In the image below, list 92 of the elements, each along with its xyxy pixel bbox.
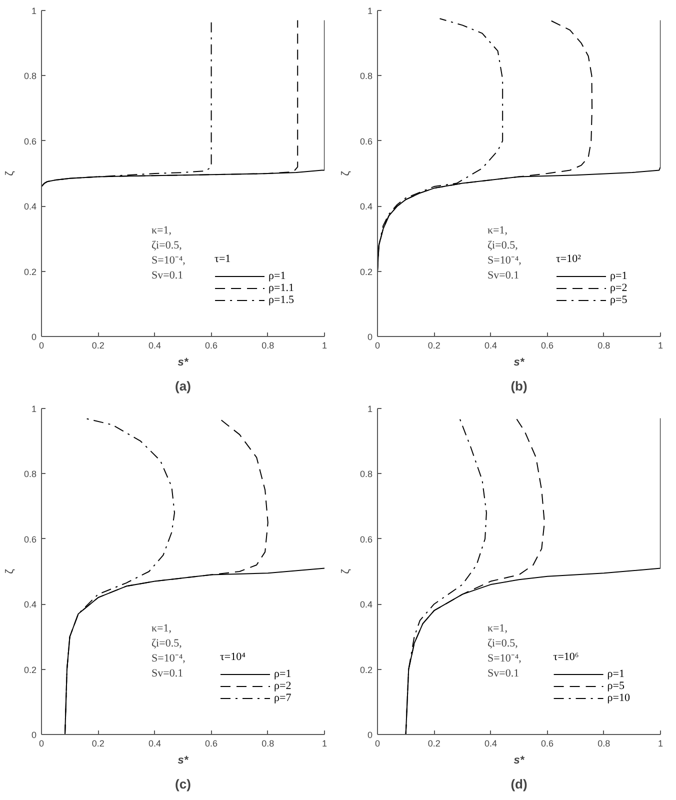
x-tick-label: 0.4 [484, 340, 497, 350]
legend-label: ρ=5 [610, 294, 628, 306]
annotation: Sv=0.1 [152, 668, 184, 680]
y-tick-label: 0 [31, 730, 37, 740]
y-tick-label: 1 [367, 404, 373, 414]
legend-label: ρ=10 [607, 692, 630, 704]
x-axis-title: s* [514, 754, 525, 766]
y-tick-label: 0.2 [24, 664, 37, 675]
annotation: Sv=0.1 [488, 270, 520, 282]
y-tick-label: 0.6 [360, 534, 373, 544]
legend-title: τ=10² [556, 253, 582, 265]
x-tick-label: 0.2 [428, 738, 440, 748]
legend-label: ρ=7 [274, 692, 292, 704]
x-tick-label: 0.8 [262, 340, 274, 350]
text: (d) [510, 776, 528, 792]
y-tick-label: 0 [367, 332, 373, 342]
annotation: S=10⁻⁴, [152, 254, 186, 266]
y-tick-label: 1 [31, 404, 37, 414]
x-tick-label: 0.6 [541, 738, 554, 748]
text: (a) [175, 378, 191, 394]
x-tick-label: 0 [374, 738, 380, 748]
x-axis-title: s* [178, 356, 189, 368]
y-tick-label: 0.4 [360, 202, 373, 212]
y-tick-label: 0.8 [24, 71, 37, 82]
y-tick-label: 0.6 [24, 534, 37, 544]
legend-label: ρ=1 [607, 668, 626, 680]
legend-label: ρ=2 [610, 282, 628, 294]
x-tick-label: 1 [658, 738, 664, 748]
annotation: S=10⁻⁴, [152, 652, 186, 664]
legend-label: ρ=5 [607, 680, 626, 692]
x-tick-label: 0.4 [484, 738, 497, 748]
x-tick-label: 0.6 [205, 340, 218, 350]
text: (c) [175, 776, 191, 792]
x-tick-label: 1 [322, 340, 328, 350]
x-tick-label: 0 [38, 340, 44, 350]
x-tick-label: 0.8 [598, 340, 610, 350]
y-tick-label: 0.8 [24, 469, 37, 480]
legend-label: ρ=1.1 [268, 282, 294, 294]
y-tick-label: 0.2 [360, 664, 373, 675]
x-tick-label: 0.4 [148, 738, 161, 748]
x-tick-label: 0.8 [598, 738, 610, 748]
y-axis-title: ζ [4, 170, 16, 176]
annotation: ζi=0.5, [488, 240, 518, 252]
annotation: ζi=0.5, [152, 638, 182, 650]
legend-title: τ=10⁶ [553, 651, 580, 663]
y-tick-label: 0.2 [24, 266, 37, 277]
annotation: S=10⁻⁴, [488, 652, 522, 664]
y-tick-label: 1 [31, 6, 37, 16]
y-tick-label: 0.4 [24, 600, 37, 610]
annotation: ζi=0.5, [488, 638, 518, 650]
y-tick-label: 0.2 [360, 266, 373, 277]
annotation: Sv=0.1 [488, 668, 520, 680]
y-tick-label: 0.4 [24, 202, 37, 212]
y-axis-title: ζ [340, 568, 352, 574]
text: (b) [510, 378, 528, 394]
y-axis-title: ζ [4, 568, 16, 574]
annotation: S=10⁻⁴, [488, 254, 522, 266]
annotation: Sv=0.1 [152, 270, 184, 282]
y-tick-label: 0.8 [360, 71, 373, 82]
legend-title: τ=1 [214, 253, 232, 265]
legend-label: ρ=1 [268, 270, 287, 282]
x-tick-label: 0.2 [428, 340, 440, 350]
y-axis-title: ζ [340, 170, 352, 176]
y-tick-label: 0 [31, 332, 37, 342]
x-tick-label: 1 [322, 738, 328, 748]
x-axis-title: s* [514, 356, 525, 368]
annotation: κ=1, [488, 224, 508, 236]
x-tick-label: 0.2 [92, 340, 104, 350]
y-tick-label: 0.6 [24, 136, 37, 146]
legend-label: ρ=1 [274, 668, 292, 680]
legend-title: τ=10⁴ [220, 651, 246, 663]
x-tick-label: 0.6 [541, 340, 554, 350]
x-tick-label: 0 [38, 738, 44, 748]
annotation: ζi=0.5, [152, 240, 182, 252]
x-axis-title: s* [178, 754, 189, 766]
legend-label: ρ=1 [610, 270, 628, 282]
x-tick-label: 0.4 [148, 340, 161, 350]
legend-label: ρ=2 [274, 680, 292, 692]
x-tick-label: 0.6 [205, 738, 218, 748]
x-tick-label: 0.2 [92, 738, 104, 748]
y-tick-label: 0.8 [360, 469, 373, 480]
y-tick-label: 0.4 [360, 600, 373, 610]
annotation: κ=1, [152, 622, 172, 634]
x-tick-label: 1 [658, 340, 664, 350]
x-tick-label: 0 [374, 340, 380, 350]
y-tick-label: 1 [367, 6, 373, 16]
annotation: κ=1, [152, 224, 172, 236]
y-tick-label: 0 [367, 730, 373, 740]
legend-label: ρ=1.5 [268, 294, 294, 306]
y-tick-label: 0.6 [360, 136, 373, 146]
annotation: κ=1, [488, 622, 508, 634]
x-tick-label: 0.8 [262, 738, 274, 748]
